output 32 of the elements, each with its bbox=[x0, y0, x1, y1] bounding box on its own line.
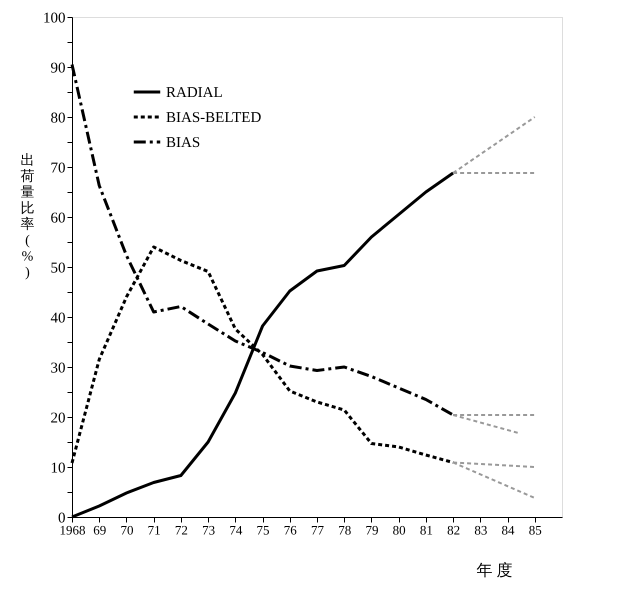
x-tick-label: 69 bbox=[93, 522, 106, 538]
legend-label: BIAS bbox=[166, 135, 200, 151]
y-tick-label: 30 bbox=[50, 360, 66, 376]
x-tick-label: 78 bbox=[338, 522, 352, 538]
x-tick-label: 80 bbox=[392, 522, 406, 538]
x-tick-label: 75 bbox=[256, 522, 270, 538]
legend-label: RADIAL bbox=[166, 85, 223, 101]
y-axis-title: 出荷量比率(%) bbox=[20, 152, 34, 280]
x-tick-label: 71 bbox=[148, 522, 161, 538]
y-tick-label: 20 bbox=[50, 410, 66, 426]
x-tick-label: 84 bbox=[502, 522, 516, 538]
x-tick-label: 76 bbox=[284, 522, 298, 538]
y-tick-label: 80 bbox=[50, 110, 66, 126]
y-tick-label: 50 bbox=[50, 260, 66, 276]
x-tick-label: 77 bbox=[311, 522, 324, 538]
x-tick-label: 72 bbox=[174, 522, 188, 538]
y-tick-label: 70 bbox=[50, 160, 66, 176]
x-tick-label: 81 bbox=[420, 522, 433, 538]
legend-label: BIAS-BELTED bbox=[166, 110, 262, 126]
y-tick-label: 100 bbox=[43, 10, 66, 26]
x-tick-label: 79 bbox=[365, 522, 378, 538]
y-tick-label: 40 bbox=[50, 310, 66, 326]
x-tick-label: 83 bbox=[474, 522, 488, 538]
y-tick-label: 60 bbox=[50, 210, 66, 226]
x-tick-label: 85 bbox=[528, 522, 542, 538]
x-tick-label: 70 bbox=[120, 522, 134, 538]
x-axis-title: 年 度 bbox=[476, 562, 512, 580]
x-tick-label: 74 bbox=[229, 522, 243, 538]
y-tick-label: 90 bbox=[50, 60, 66, 76]
x-tick-label: 82 bbox=[447, 522, 460, 538]
y-tick-label: 10 bbox=[50, 460, 66, 476]
x-tick-label: 73 bbox=[202, 522, 216, 538]
